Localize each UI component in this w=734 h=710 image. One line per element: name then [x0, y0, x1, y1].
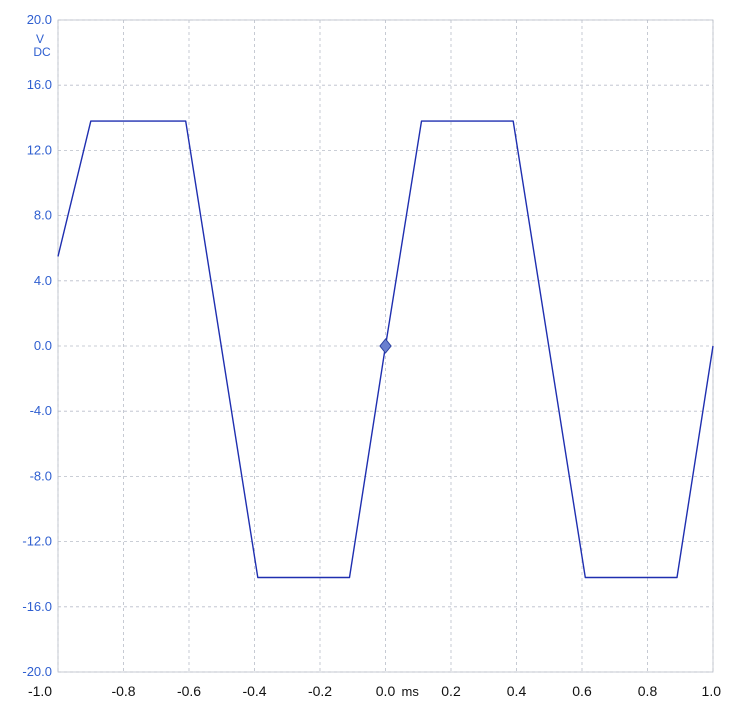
y-tick-label: -16.0	[22, 599, 52, 614]
x-tick-label: -0.2	[308, 683, 332, 699]
x-tick-label: -0.4	[242, 683, 266, 699]
x-tick-label: 0.2	[441, 683, 461, 699]
y-tick-label: 20.0	[27, 12, 52, 27]
x-tick-label: 0.0	[376, 683, 396, 699]
y-tick-label: 16.0	[27, 77, 52, 92]
x-tick-label: -0.8	[111, 683, 135, 699]
y-axis-ticks: 20.0 16.0 12.0 8.0 4.0 0.0 -4.0 -8.0 -12.0 -16.0 -…	[22, 12, 52, 679]
y-tick-label: 12.0	[27, 142, 52, 157]
x-axis-unit-label: ms	[402, 684, 420, 699]
marker-layer	[379, 338, 392, 354]
x-tick-label: 1.0	[702, 683, 722, 699]
x-tick-label: 0.8	[638, 683, 658, 699]
y-tick-label: 4.0	[34, 273, 52, 288]
y-axis-unit-label: V	[36, 32, 44, 46]
y-tick-label: -8.0	[30, 468, 52, 483]
x-tick-label: 0.4	[507, 683, 527, 699]
x-tick-label: -0.6	[177, 683, 201, 699]
y-tick-label: 8.0	[34, 208, 52, 223]
y-tick-label: 0.0	[34, 338, 52, 353]
x-axis-ticks: -1.0 -0.8 -0.6 -0.4 -0.2 0.0 0.2 0.4 0.6 0.8 1.0	[28, 683, 721, 699]
trigger-marker[interactable]	[379, 338, 392, 354]
y-tick-label: -4.0	[30, 403, 52, 418]
x-tick-label: -1.0	[28, 683, 52, 699]
y-tick-label: -20.0	[22, 664, 52, 679]
x-tick-label: 0.6	[572, 683, 592, 699]
grid-layer	[57, 19, 714, 673]
y-tick-label: -12.0	[22, 534, 52, 549]
y-axis-coupling-label: DC	[33, 45, 51, 59]
